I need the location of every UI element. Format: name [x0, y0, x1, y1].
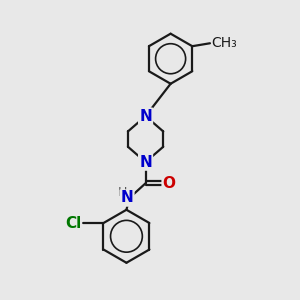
Text: Cl: Cl — [65, 215, 81, 230]
Text: H: H — [118, 186, 128, 199]
Text: N: N — [139, 109, 152, 124]
Text: N: N — [139, 154, 152, 169]
Text: CH₃: CH₃ — [212, 36, 237, 50]
Text: O: O — [163, 176, 176, 191]
Text: N: N — [121, 190, 134, 206]
